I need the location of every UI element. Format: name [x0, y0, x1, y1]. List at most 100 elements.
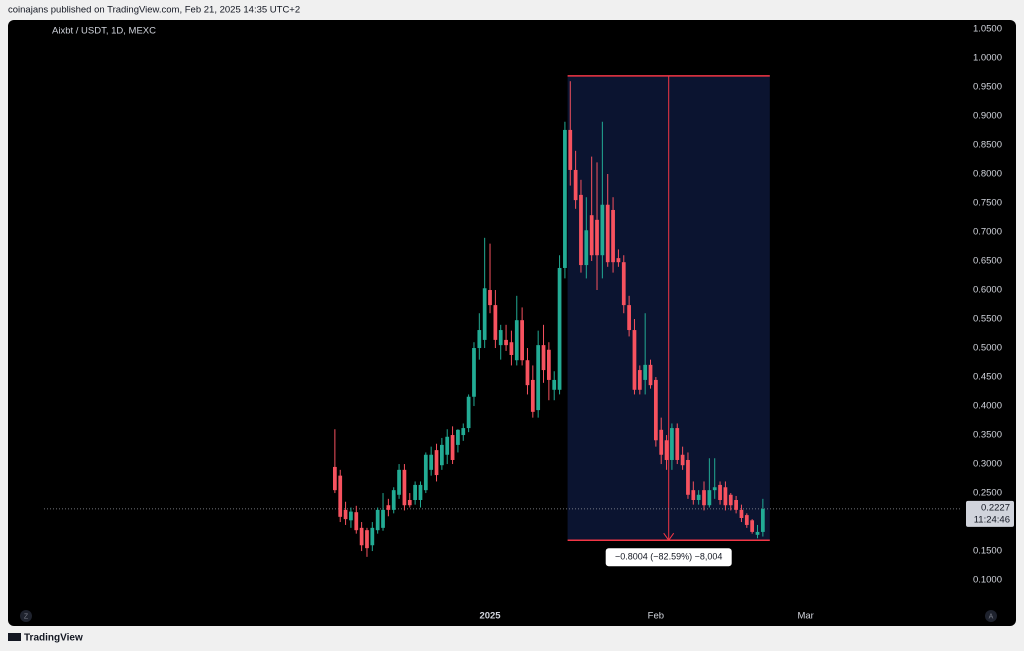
- candle-body: [707, 490, 712, 506]
- x-tick-label: 2025: [479, 611, 501, 622]
- candle-body: [627, 305, 631, 331]
- candle-body: [461, 428, 466, 436]
- brand-name: TradingView: [24, 633, 83, 644]
- x-tick-label: Feb: [648, 611, 664, 622]
- y-tick-label: 0.7500: [973, 198, 1002, 209]
- candle-body: [680, 454, 685, 466]
- y-tick-label: 0.3000: [973, 459, 1002, 470]
- candle-body: [723, 487, 728, 506]
- y-tick-label: 0.6000: [973, 285, 1002, 296]
- candle-body: [643, 364, 648, 380]
- candle-body: [386, 505, 391, 510]
- candle-body: [648, 364, 653, 386]
- candle-body: [423, 454, 428, 491]
- candle-body: [338, 475, 343, 517]
- candle-body: [728, 494, 733, 506]
- candle-body: [675, 428, 680, 460]
- candle-body: [541, 345, 546, 371]
- y-tick-label: 0.3500: [973, 430, 1002, 441]
- scale-button: [20, 610, 32, 622]
- y-tick-label: 0.5500: [973, 314, 1002, 325]
- candle-body: [477, 330, 482, 349]
- candle-body: [691, 490, 696, 501]
- candle-body: [391, 490, 396, 510]
- candle-body: [616, 258, 621, 263]
- candle-body: [632, 330, 637, 390]
- candle-body: [413, 484, 417, 501]
- candle-body: [375, 509, 380, 531]
- candle-body: [482, 288, 487, 340]
- candle-body: [434, 450, 439, 476]
- y-tick-label: 1.0500: [973, 24, 1002, 35]
- candle-body: [354, 512, 359, 531]
- y-tick-label: 0.8000: [973, 169, 1002, 180]
- scale-button-label[interactable]: Z: [24, 613, 29, 620]
- measure-label-box: [605, 548, 732, 567]
- candle-body: [381, 509, 385, 528]
- candle-body: [739, 509, 744, 518]
- candle-body: [584, 230, 589, 266]
- candle-body: [600, 204, 605, 256]
- candle-body: [445, 436, 450, 455]
- candle-body: [407, 500, 412, 506]
- candle-body: [579, 194, 583, 266]
- candle-body: [755, 531, 760, 535]
- candle-body: [359, 527, 364, 546]
- candle-body: [429, 454, 434, 470]
- candle-body: [536, 345, 541, 411]
- chart-panel: [8, 20, 1016, 626]
- scale-button-label[interactable]: A: [989, 613, 994, 620]
- candle-body: [402, 469, 407, 506]
- y-tick-label: 0.7000: [973, 227, 1002, 238]
- candle-body: [498, 330, 503, 346]
- countdown-label: 11:24:46: [974, 514, 1010, 525]
- symbol-title: Aixbt / USDT, 1D, MEXC: [52, 26, 156, 37]
- scale-button: [985, 610, 997, 622]
- candle-body: [750, 520, 755, 532]
- y-tick-label: 0.2500: [973, 488, 1002, 499]
- candle-body: [686, 459, 690, 495]
- candle-body: [488, 290, 492, 306]
- candle-body: [365, 530, 369, 549]
- candle-body: [530, 379, 535, 412]
- candle-body: [573, 169, 578, 201]
- candle-body: [760, 508, 765, 532]
- candle-body: [456, 429, 460, 445]
- candle-body: [493, 305, 498, 340]
- candle-body: [418, 484, 423, 501]
- last-price-label: 0.2227: [981, 502, 1010, 513]
- candle-body: [744, 515, 749, 525]
- candle-body: [595, 219, 599, 256]
- candle-body: [621, 262, 626, 306]
- y-tick-label: 0.8500: [973, 140, 1002, 151]
- candle-body: [466, 396, 471, 429]
- candle-body: [557, 267, 562, 390]
- candle-body: [653, 379, 658, 441]
- candle-body: [333, 466, 337, 491]
- candle-body: [514, 320, 519, 361]
- publish-header: coinajans published on TradingView.com, …: [8, 5, 300, 16]
- candle-body: [568, 129, 573, 170]
- candle-body: [659, 429, 664, 455]
- y-tick-label: 0.5000: [973, 343, 1002, 354]
- candle-body: [605, 204, 610, 263]
- x-tick-label: Mar: [797, 611, 813, 622]
- candle-body: [702, 490, 706, 506]
- candle-body: [450, 435, 455, 460]
- y-tick-label: 0.6500: [973, 256, 1002, 267]
- candle-body: [546, 349, 551, 380]
- y-tick-label: 0.1500: [973, 546, 1002, 557]
- candle-body: [670, 428, 674, 460]
- candle-body: [637, 370, 642, 390]
- candle-body: [734, 500, 738, 510]
- y-tick-label: 0.1000: [973, 575, 1002, 586]
- measure-arrowhead: [663, 532, 675, 542]
- y-tick-label: 0.9500: [973, 82, 1002, 93]
- y-tick-label: 1.0000: [973, 53, 1002, 64]
- candle-body: [397, 469, 401, 495]
- measure-label: −0.8004 (−82.59%) −8,004: [615, 552, 722, 562]
- candle-body: [370, 527, 375, 546]
- y-tick-label: 0.4500: [973, 372, 1002, 383]
